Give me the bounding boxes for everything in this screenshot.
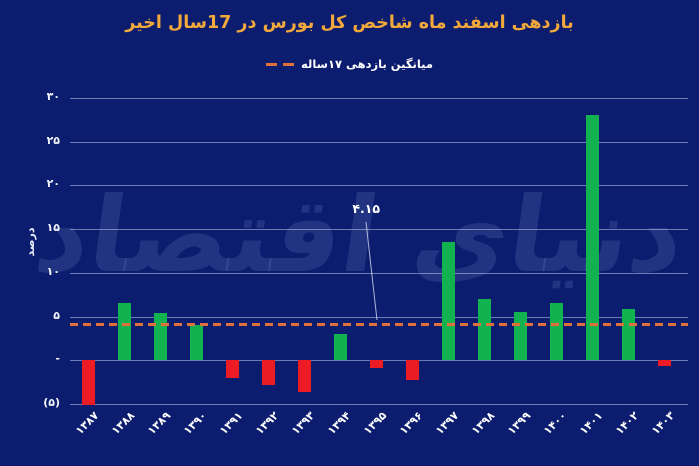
bar-۱۳۹۰ xyxy=(189,325,203,361)
chart-title: بازدهی اسفند ماه شاخص کل بورس در 17سال ا… xyxy=(125,13,574,33)
bar-۱۳۹۹ xyxy=(513,312,527,361)
x-tick-label: ۱۴۰۰ xyxy=(541,409,570,438)
gridline-15 xyxy=(70,229,688,231)
y-tick-label: ۱۰ xyxy=(46,264,60,278)
x-tick-label: ۱۳۹۱ xyxy=(217,409,246,438)
x-tick-label: ۱۴۰۱ xyxy=(577,409,606,438)
x-tick-label: ۱۳۸۸ xyxy=(109,409,138,438)
bar-۱۳۹۵ xyxy=(369,360,383,369)
y-tick-label: ۱۵ xyxy=(46,221,60,235)
y-tick-label: ۲۵ xyxy=(46,133,60,147)
x-tick-label: ۱۳۸۷ xyxy=(73,409,102,438)
bar-۱۴۰۲ xyxy=(621,308,635,361)
average-line-legend-marker-icon xyxy=(266,62,295,66)
bar-۱۳۹۸ xyxy=(477,299,491,361)
x-tick-label: ۱۳۹۳ xyxy=(289,409,318,438)
y-tick-label: ۵ xyxy=(53,308,60,322)
bar-۱۳۹۷ xyxy=(441,242,455,361)
gridline-25 xyxy=(70,141,688,143)
x-tick-label: ۱۳۹۹ xyxy=(505,409,534,438)
x-tick-label: ۱۳۹۴ xyxy=(325,409,354,438)
x-tick-label: ۱۳۹۲ xyxy=(253,409,282,438)
x-tick-label: ۱۳۹۰ xyxy=(181,409,210,438)
bar-۱۴۰۰ xyxy=(549,303,563,361)
bar-۱۳۹۴ xyxy=(333,334,347,361)
x-tick-label: ۱۳۹۶ xyxy=(397,409,426,438)
y-tick-label: - xyxy=(55,352,60,366)
x-tick-label: ۱۴۰۲ xyxy=(613,409,642,438)
average-dashed-line xyxy=(70,322,688,326)
legend: میانگین بازدهی ۱۷ساله xyxy=(0,57,699,71)
gridline--5 xyxy=(70,404,688,405)
gridline-10 xyxy=(70,272,688,274)
bar-۱۳۸۹ xyxy=(153,313,167,361)
y-tick-label: (۵) xyxy=(43,396,60,409)
bar-۱۳۹۲ xyxy=(261,360,275,385)
gridline-30 xyxy=(70,98,688,99)
x-tick-label: ۱۴۰۳ xyxy=(649,409,678,438)
legend-label: میانگین بازدهی ۱۷ساله xyxy=(301,57,433,71)
bar-۱۳۸۷ xyxy=(81,360,95,405)
bar-۱۳۸۸ xyxy=(117,302,131,361)
x-tick-label: ۱۳۸۹ xyxy=(145,409,174,438)
bar-۱۳۹۶ xyxy=(405,360,419,380)
bar-۱۴۰۳ xyxy=(657,360,671,366)
bar-۱۴۰۱ xyxy=(585,115,599,361)
gridline-20 xyxy=(70,185,688,187)
average-value-annotation: ۴.۱۵ xyxy=(352,201,380,216)
x-tick-label: ۱۳۹۷ xyxy=(433,409,462,438)
bar-۱۳۹۱ xyxy=(225,360,239,378)
bar-۱۳۹۳ xyxy=(297,360,311,392)
x-tick-label: ۱۳۹۸ xyxy=(469,409,498,438)
y-tick-label: ۳۰ xyxy=(46,90,60,103)
x-tick-label: ۱۳۹۵ xyxy=(361,409,390,438)
y-tick-label: ۲۰ xyxy=(46,177,60,191)
gridline-5 xyxy=(70,316,688,318)
